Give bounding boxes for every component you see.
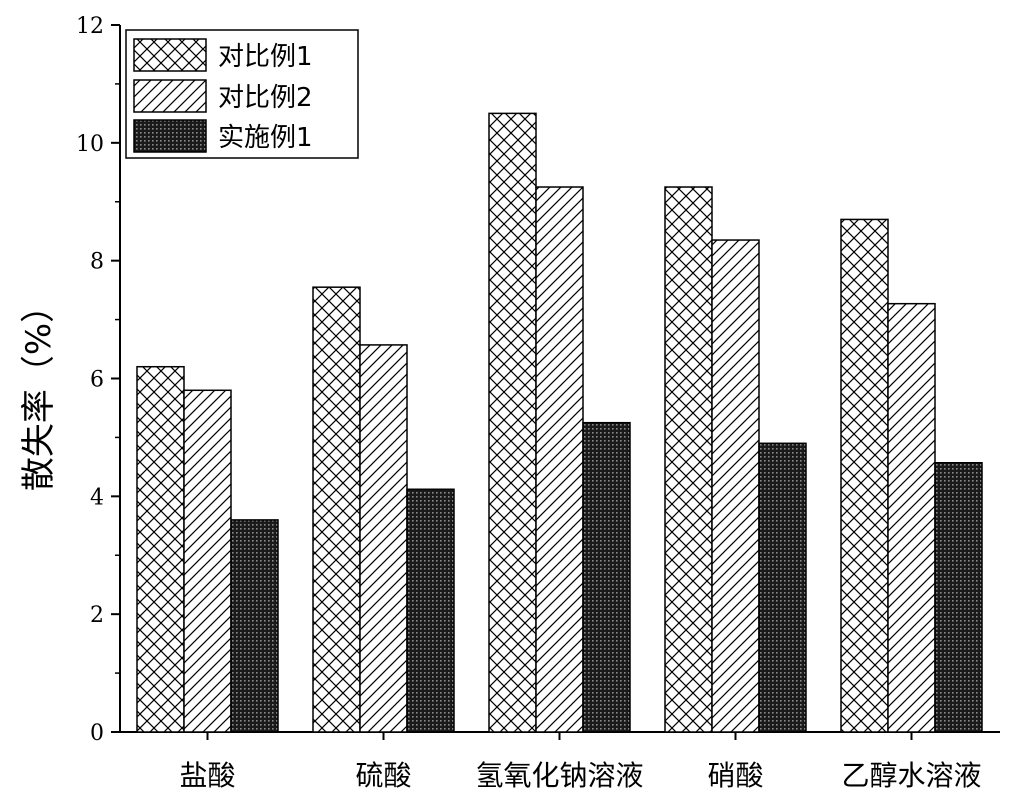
bars: [136, 112, 983, 733]
bar-3-5: [934, 462, 983, 733]
bar-1-1: [136, 365, 185, 733]
legend-swatch-3: [133, 119, 207, 153]
x-tick-label: 氢氧化钠溶液: [475, 759, 643, 792]
x-tick-label: 硝酸: [707, 759, 763, 792]
bar-2-4: [711, 239, 760, 733]
legend-swatch-2: [133, 79, 207, 113]
bar-2-1: [183, 389, 232, 733]
y-tick-label: 12: [76, 14, 104, 39]
x-tick-labels: 盐酸 硫酸 氢氧化钠溶液 硝酸 乙醇水溶液: [179, 732, 982, 792]
legend-label-2: 对比例2: [218, 83, 313, 113]
bar-3-2: [406, 488, 455, 733]
legend-label-3: 实施例1: [218, 123, 313, 153]
bar-2-3: [535, 186, 584, 733]
bar-3-4: [758, 442, 807, 733]
bar-2-5: [887, 302, 936, 733]
y-ticks: 0 2 4 6 8 10 12: [76, 14, 120, 746]
x-tick-label: 硫酸: [355, 759, 411, 792]
y-tick-label: 6: [90, 368, 104, 393]
bar-3-1: [230, 519, 279, 733]
bar-1-4: [664, 186, 713, 733]
y-axis-label: 散失率（%）: [19, 289, 59, 491]
bar-1-5: [840, 218, 889, 733]
legend: 对比例1 对比例2 实施例1: [125, 29, 359, 159]
bar-3-3: [582, 421, 631, 733]
x-tick-label: 盐酸: [179, 759, 235, 792]
bar-1-3: [488, 112, 537, 733]
y-tick-label: 0: [90, 721, 104, 746]
legend-label-1: 对比例1: [218, 42, 313, 72]
x-tick-label: 乙醇水溶液: [841, 759, 981, 792]
y-tick-label: 4: [90, 485, 104, 510]
y-tick-label: 2: [90, 603, 104, 628]
bar-2-2: [359, 344, 408, 733]
legend-swatch-1: [133, 38, 207, 72]
y-tick-label: 10: [76, 132, 104, 157]
bar-1-2: [312, 286, 361, 733]
y-tick-label: 8: [90, 250, 104, 275]
